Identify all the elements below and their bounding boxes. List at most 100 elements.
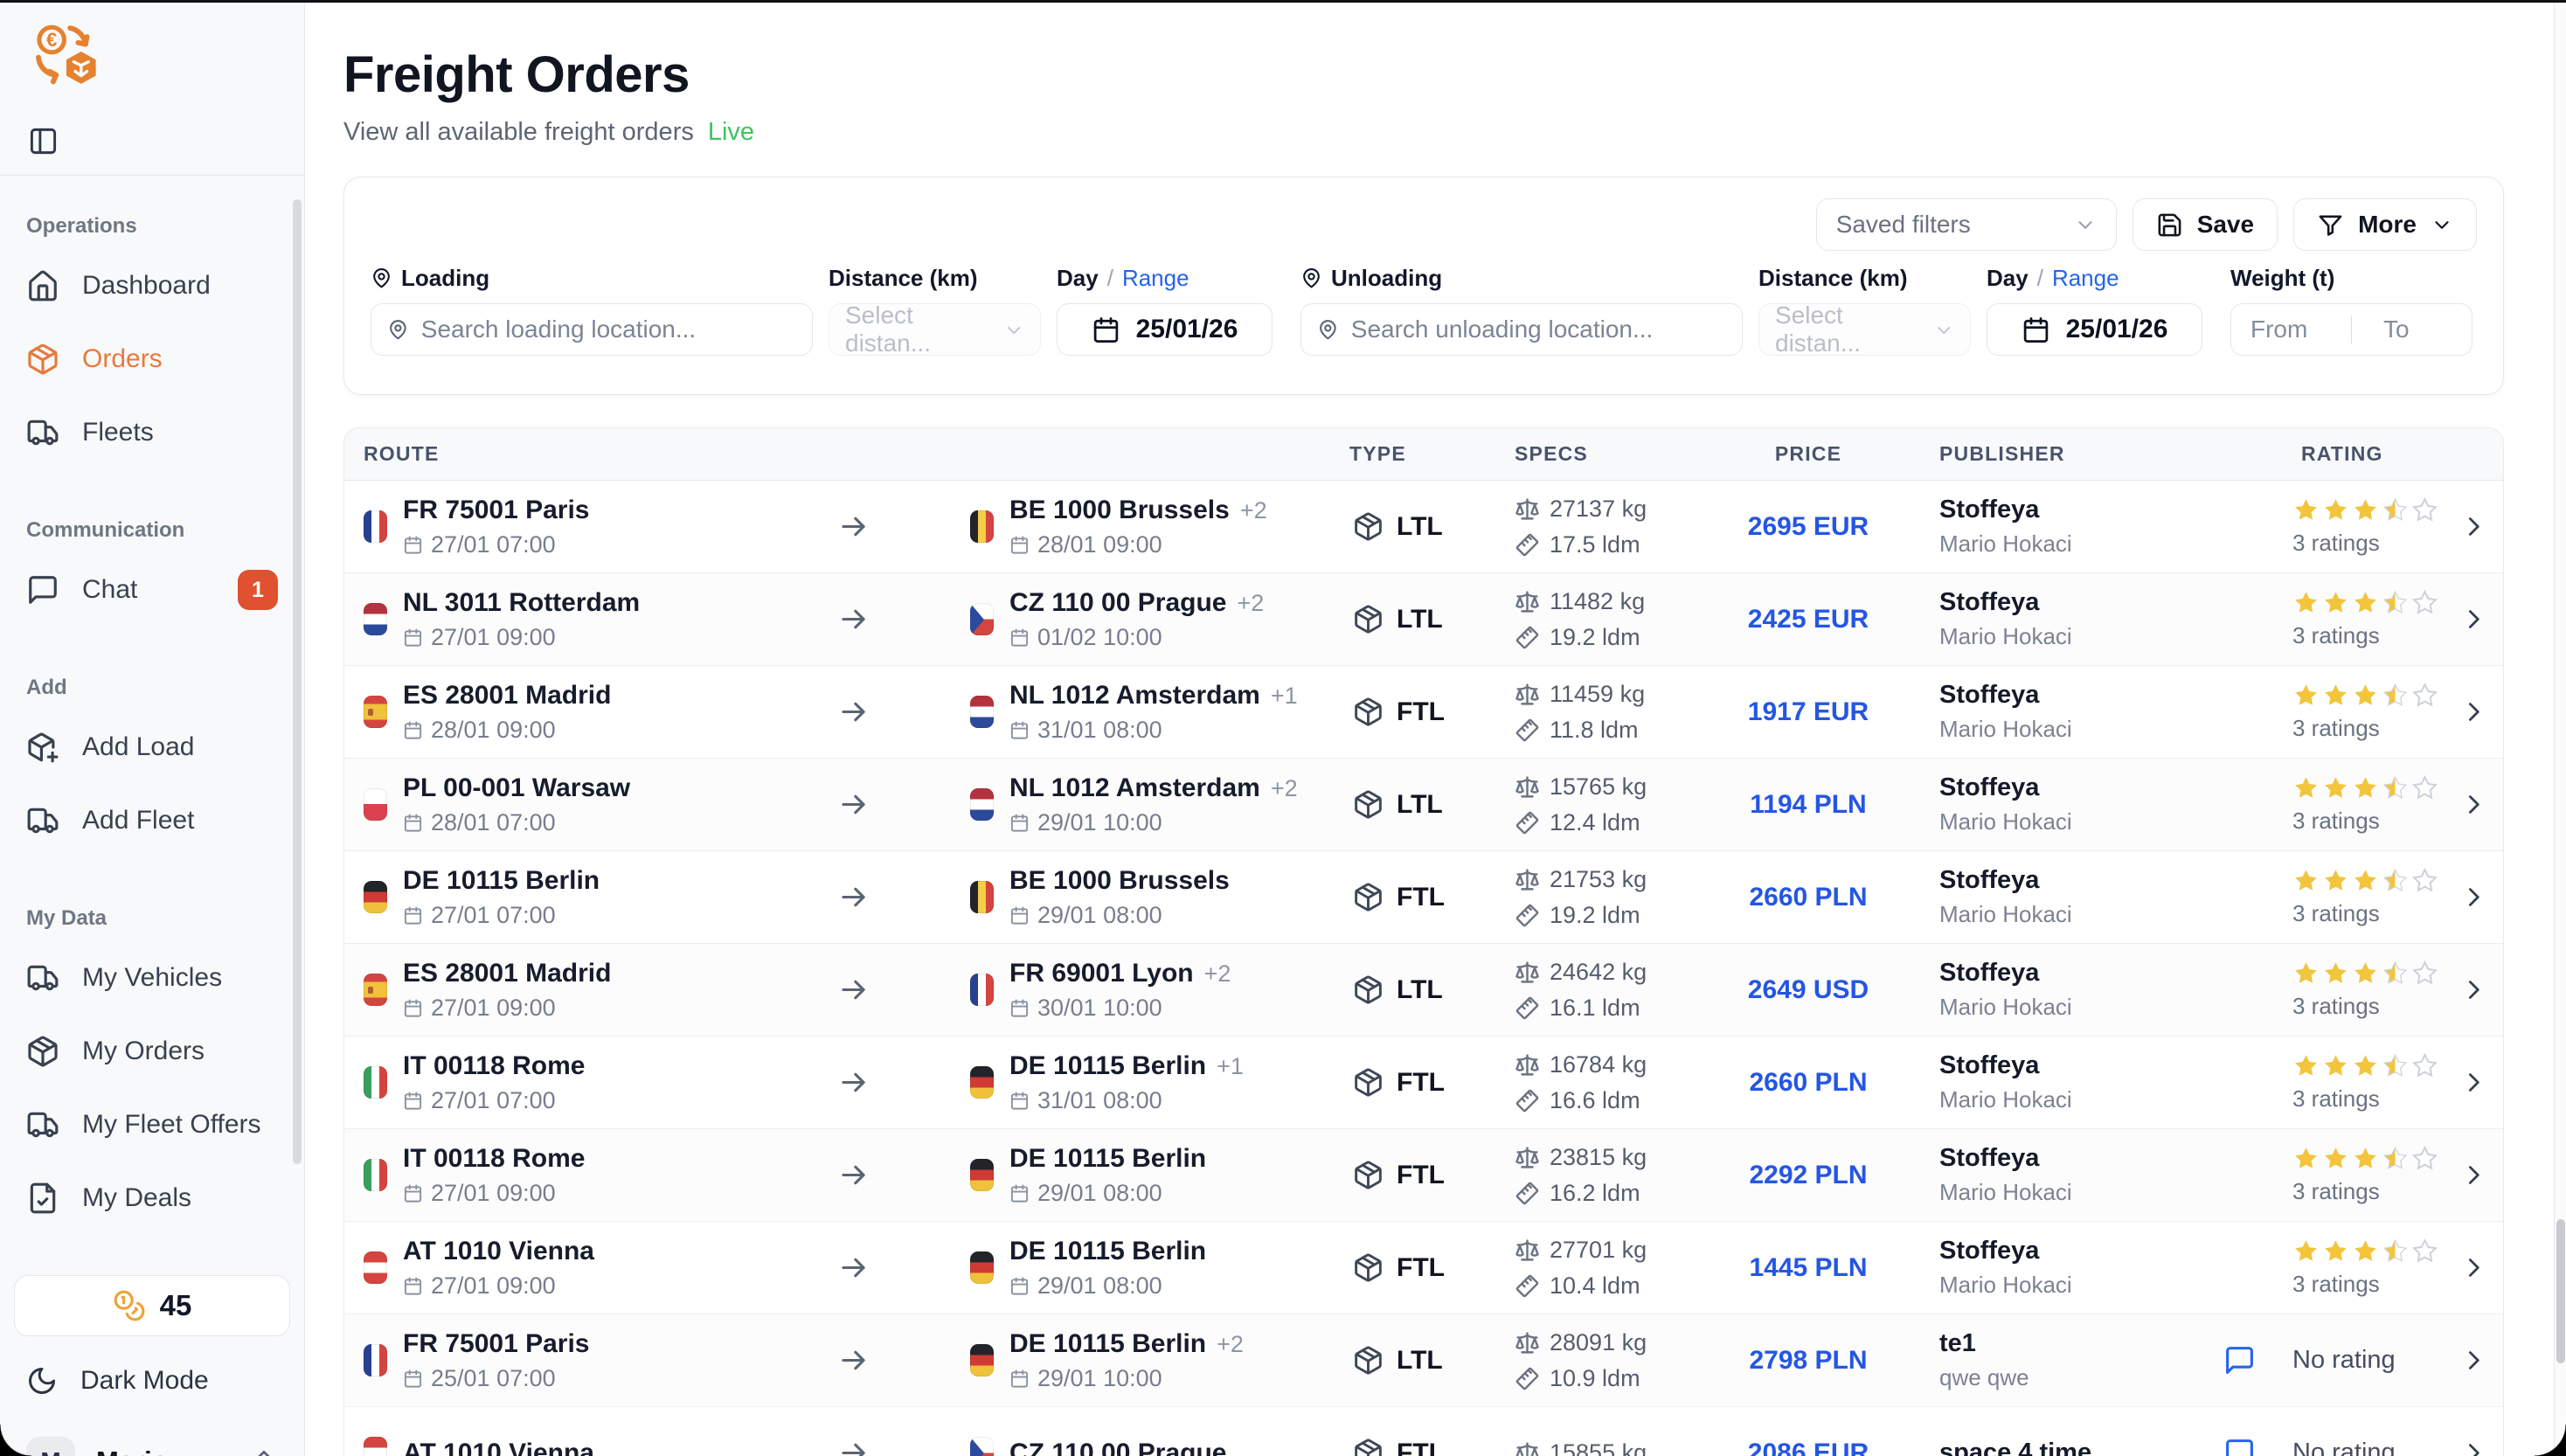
credits-card[interactable]: 45: [14, 1275, 290, 1336]
rating-label: 3 ratings: [2292, 622, 2380, 648]
save-button[interactable]: Save: [2132, 198, 2278, 251]
more-filters-button[interactable]: More: [2293, 198, 2477, 251]
table-row[interactable]: PL 00-001 Warsaw 28/01 07:00 NL 1012 Ams…: [344, 759, 2503, 851]
route-destination: NL 1012 Amsterdam +2 29/01 10:00: [970, 773, 1298, 836]
spec-ldm: 10.4 ldm: [1550, 1272, 1640, 1299]
unloading-search-input[interactable]: [1350, 315, 1726, 343]
unloading-range-link[interactable]: Range: [2051, 264, 2119, 291]
destination-name: NL 1012 Amsterdam: [1009, 680, 1260, 710]
sidebar-item-my-vehicles[interactable]: My Vehicles: [12, 941, 292, 1015]
loading-search-input[interactable]: [420, 315, 796, 343]
saved-filters-select[interactable]: Saved filters: [1815, 198, 2117, 251]
calendar-icon: [404, 813, 422, 832]
table-row[interactable]: IT 00118 Rome 27/01 09:00 DE 10115 Berli…: [344, 1129, 2503, 1222]
price: 1194 PLN: [1750, 789, 1867, 819]
row-chevron-icon[interactable]: [2442, 1439, 2503, 1456]
loading-range-link[interactable]: Range: [1121, 264, 1189, 291]
weight-from-input[interactable]: [2231, 315, 2339, 343]
price: 2695 EUR: [1747, 511, 1869, 541]
sidebar-item-add-fleet[interactable]: Add Fleet: [12, 784, 292, 857]
sidebar-scrollbar[interactable]: [293, 199, 302, 1164]
message-icon[interactable]: [2223, 1437, 2256, 1456]
price: 2086 EUR: [1747, 1438, 1869, 1456]
weight-scale-icon: [1515, 497, 1539, 520]
route-destination: NL 1012 Amsterdam +1 31/01 08:00: [970, 681, 1298, 744]
spec-weight: 24642 kg: [1550, 958, 1647, 985]
row-chevron-icon[interactable]: [2442, 605, 2503, 634]
destination-name: BE 1000 Brussels: [1009, 495, 1230, 524]
row-chevron-icon[interactable]: [2442, 512, 2503, 541]
route-destination: BE 1000 Brussels +2 28/01 09:00: [970, 496, 1267, 558]
weight-scale-icon: [1515, 1146, 1539, 1168]
rating-stars: [2292, 682, 2442, 709]
loading-distance-label: Distance (km): [829, 264, 978, 291]
row-chevron-icon[interactable]: [2442, 1346, 2503, 1375]
table-row[interactable]: IT 00118 Rome 27/01 07:00 DE 10115 Berli…: [344, 1037, 2503, 1129]
calendar-icon: [404, 1369, 422, 1388]
star-empty-icon: [2411, 774, 2438, 800]
star-full-icon: [2325, 499, 2347, 520]
route-origin: AT 1010 Vienna 27/01 09:00: [364, 1237, 801, 1300]
flag-de-icon: [970, 1159, 994, 1191]
flag-de-icon: [970, 1066, 994, 1099]
star-full-icon: [2354, 870, 2376, 891]
live-badge: Live: [707, 118, 755, 146]
funnel-icon: [2319, 215, 2342, 236]
table-row[interactable]: AT 1010 Vienna 27/01 09:00 DE 10115 Berl…: [344, 1222, 2503, 1314]
chevron-down-icon: [1007, 326, 1020, 334]
price: 2292 PLN: [1749, 1160, 1868, 1189]
row-chevron-icon[interactable]: [2442, 1161, 2503, 1189]
rating-stars: [2292, 867, 2442, 894]
origin-date: 25/01 07:00: [431, 1364, 556, 1391]
table-row[interactable]: ES 28001 Madrid 27/01 09:00 FR 69001 Lyo…: [344, 944, 2503, 1037]
row-chevron-icon[interactable]: [2442, 697, 2503, 726]
row-chevron-icon[interactable]: [2442, 1068, 2503, 1097]
package-icon: [1355, 883, 1382, 912]
row-chevron-icon[interactable]: [2442, 883, 2503, 912]
table-row[interactable]: AT 1010 Vienna CZ 110 00 Prague FTL 1585…: [344, 1407, 2503, 1456]
table-row[interactable]: DE 10115 Berlin 27/01 07:00 BE 1000 Brus…: [344, 851, 2503, 944]
table-row[interactable]: FR 75001 Paris 27/01 07:00 BE 1000 Bruss…: [344, 481, 2503, 573]
row-chevron-icon[interactable]: [2442, 975, 2503, 1004]
loading-distance-select[interactable]: Select distan...: [829, 302, 1041, 357]
row-chevron-icon[interactable]: [2442, 1253, 2503, 1282]
rating-label: 3 ratings: [2292, 715, 2380, 741]
chevron-right-icon: [2468, 610, 2479, 628]
sidebar-item-my-fleet-offers[interactable]: My Fleet Offers: [12, 1088, 292, 1161]
unloading-date-button[interactable]: 25/01/26: [1987, 303, 2202, 356]
weight-to-input[interactable]: [2364, 315, 2472, 343]
sidebar-item-fleets[interactable]: Fleets: [12, 396, 292, 469]
app-logo-icon: €: [36, 24, 96, 85]
table-row[interactable]: NL 3011 Rotterdam 27/01 09:00 CZ 110 00 …: [344, 573, 2503, 666]
user-menu[interactable]: M Mario: [12, 1432, 292, 1456]
destination-date: 31/01 08:00: [1037, 1086, 1162, 1113]
unloading-distance-select[interactable]: Select distan...: [1758, 302, 1971, 357]
table-row[interactable]: FR 75001 Paris 25/01 07:00 DE 10115 Berl…: [344, 1314, 2503, 1407]
message-icon[interactable]: [2223, 1344, 2256, 1376]
spec-weight: 15765 kg: [1550, 773, 1647, 800]
dark-mode-toggle[interactable]: Dark Mode: [12, 1350, 292, 1411]
rating-stars: [2292, 774, 2442, 801]
package-icon: [1355, 1161, 1382, 1189]
window-scrollbar[interactable]: [2554, 0, 2566, 1456]
calendar-icon: [1010, 1369, 1029, 1388]
scrollbar-thumb[interactable]: [2556, 1219, 2565, 1363]
calendar-icon: [404, 1183, 422, 1203]
spec-weight: 15855 kg: [1550, 1439, 1647, 1456]
package-icon: [1355, 1068, 1382, 1097]
sidebar-collapse-button[interactable]: [24, 122, 61, 159]
spec-weight: 27137 kg: [1550, 495, 1647, 522]
sidebar-item-my-deals[interactable]: My Deals: [12, 1161, 292, 1235]
sidebar-item-my-orders[interactable]: My Orders: [12, 1015, 292, 1088]
destination-date: 28/01 09:00: [1037, 530, 1162, 558]
weight-scale-icon: [1515, 683, 1539, 705]
table-row[interactable]: ES 28001 Madrid 28/01 09:00 NL 1012 Amst…: [344, 666, 2503, 759]
row-chevron-icon[interactable]: [2442, 790, 2503, 819]
spec-weight: 11482 kg: [1550, 587, 1646, 614]
loading-date-button[interactable]: 25/01/26: [1057, 303, 1273, 356]
sidebar-item-add-load[interactable]: Add Load: [12, 711, 292, 784]
sidebar-item-dashboard[interactable]: Dashboard: [12, 249, 292, 322]
sidebar-item-orders[interactable]: Orders: [12, 322, 292, 396]
sidebar-item-chat[interactable]: Chat 1: [12, 553, 292, 627]
publisher-name: Stoffeya: [1939, 866, 2040, 894]
